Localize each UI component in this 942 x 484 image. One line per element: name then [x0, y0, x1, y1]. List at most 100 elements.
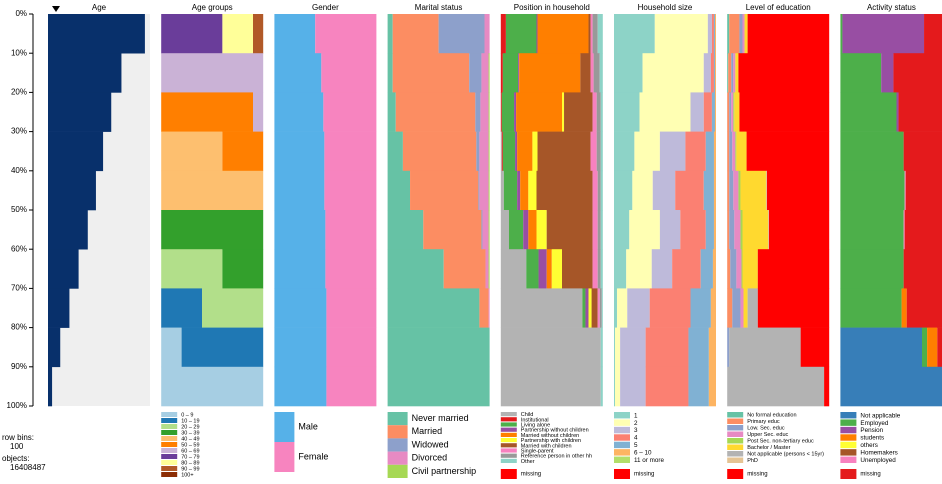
segment [410, 170, 479, 211]
segment [536, 14, 538, 54]
segment [392, 14, 439, 54]
legend-swatch [500, 443, 517, 448]
segment [732, 288, 741, 328]
segment [712, 249, 716, 289]
segment [740, 288, 744, 328]
legend-label: Pension [860, 427, 883, 434]
legend-swatch [161, 412, 178, 417]
segment [659, 210, 681, 250]
legend-swatch [614, 449, 630, 456]
segment [481, 53, 489, 93]
y-tick-label: 50% [11, 205, 27, 214]
y-tick-label: 20% [11, 88, 27, 97]
segment [502, 53, 519, 93]
segment [582, 288, 586, 328]
segment [500, 53, 503, 93]
segment [901, 288, 907, 328]
segment [500, 327, 601, 368]
segment [323, 92, 377, 132]
segment [688, 366, 709, 407]
legend-label: missing [860, 472, 880, 478]
legend-label: 60 – 69 [181, 448, 199, 454]
segment [181, 327, 264, 368]
legend-label: 5 [634, 442, 638, 449]
segment [905, 170, 942, 211]
segment [588, 14, 591, 54]
segment [274, 170, 325, 211]
legend-swatch [727, 444, 744, 450]
segment [731, 53, 734, 93]
segment [537, 14, 589, 54]
legend-swatch [727, 425, 744, 431]
segment [599, 288, 602, 328]
legend-label: Not applicable [860, 412, 900, 419]
segment [546, 210, 593, 250]
segment [479, 131, 489, 172]
legend-label: Male [298, 421, 318, 431]
segment [274, 92, 324, 132]
segment [438, 14, 485, 54]
segment [538, 249, 547, 289]
legend-swatch [727, 418, 744, 424]
row-bins-label: row bins: [2, 433, 34, 442]
segment [161, 131, 223, 172]
segment [274, 14, 316, 54]
segment [274, 366, 327, 407]
legend-label: Primary educ [747, 419, 780, 425]
legend-swatch [161, 454, 178, 459]
segment [747, 288, 758, 328]
segment [161, 53, 264, 93]
legend-swatch [161, 472, 178, 477]
segment [614, 53, 643, 93]
legend-label: 20 – 29 [181, 424, 199, 430]
segment [395, 92, 476, 132]
segment [500, 366, 601, 407]
segment [705, 131, 714, 172]
segment [222, 14, 253, 54]
segment [768, 210, 770, 250]
segment [488, 249, 490, 289]
column-title: Household size [638, 3, 693, 12]
segment [728, 53, 732, 93]
segment [161, 366, 264, 407]
segment [392, 53, 470, 93]
segment [649, 288, 691, 328]
legend-swatch [614, 456, 630, 463]
segment [757, 249, 830, 289]
segment [500, 131, 502, 172]
column-title: Level of education [746, 3, 811, 12]
legend-swatch [840, 419, 857, 426]
segment [596, 92, 601, 132]
legend-label: Female [298, 451, 328, 461]
segment [746, 131, 830, 172]
legend-label: Widowed [412, 439, 449, 449]
segment [590, 14, 593, 54]
segment [840, 327, 922, 368]
segment [326, 327, 377, 368]
legend-label: 30 – 39 [181, 430, 199, 436]
segment [727, 366, 825, 407]
segment [898, 92, 942, 132]
legend-label: 10 – 19 [181, 418, 199, 424]
segment [713, 53, 715, 93]
legend-swatch [614, 412, 630, 419]
segment [536, 210, 547, 250]
legend-label: 1 [634, 412, 638, 419]
legend-swatch [161, 460, 178, 465]
segment [500, 288, 583, 328]
segment [592, 249, 598, 289]
column-title: Age [92, 3, 107, 12]
segment [742, 210, 768, 250]
legend-swatch [500, 417, 517, 422]
segment [517, 170, 521, 211]
segment [564, 92, 593, 132]
segment [690, 92, 704, 132]
segment [614, 366, 616, 407]
legend-swatch [274, 412, 295, 442]
column-title: Age groups [192, 3, 233, 12]
segment [711, 14, 714, 54]
segment [325, 249, 377, 289]
segment [315, 14, 377, 54]
column-title: Position in household [514, 3, 590, 12]
